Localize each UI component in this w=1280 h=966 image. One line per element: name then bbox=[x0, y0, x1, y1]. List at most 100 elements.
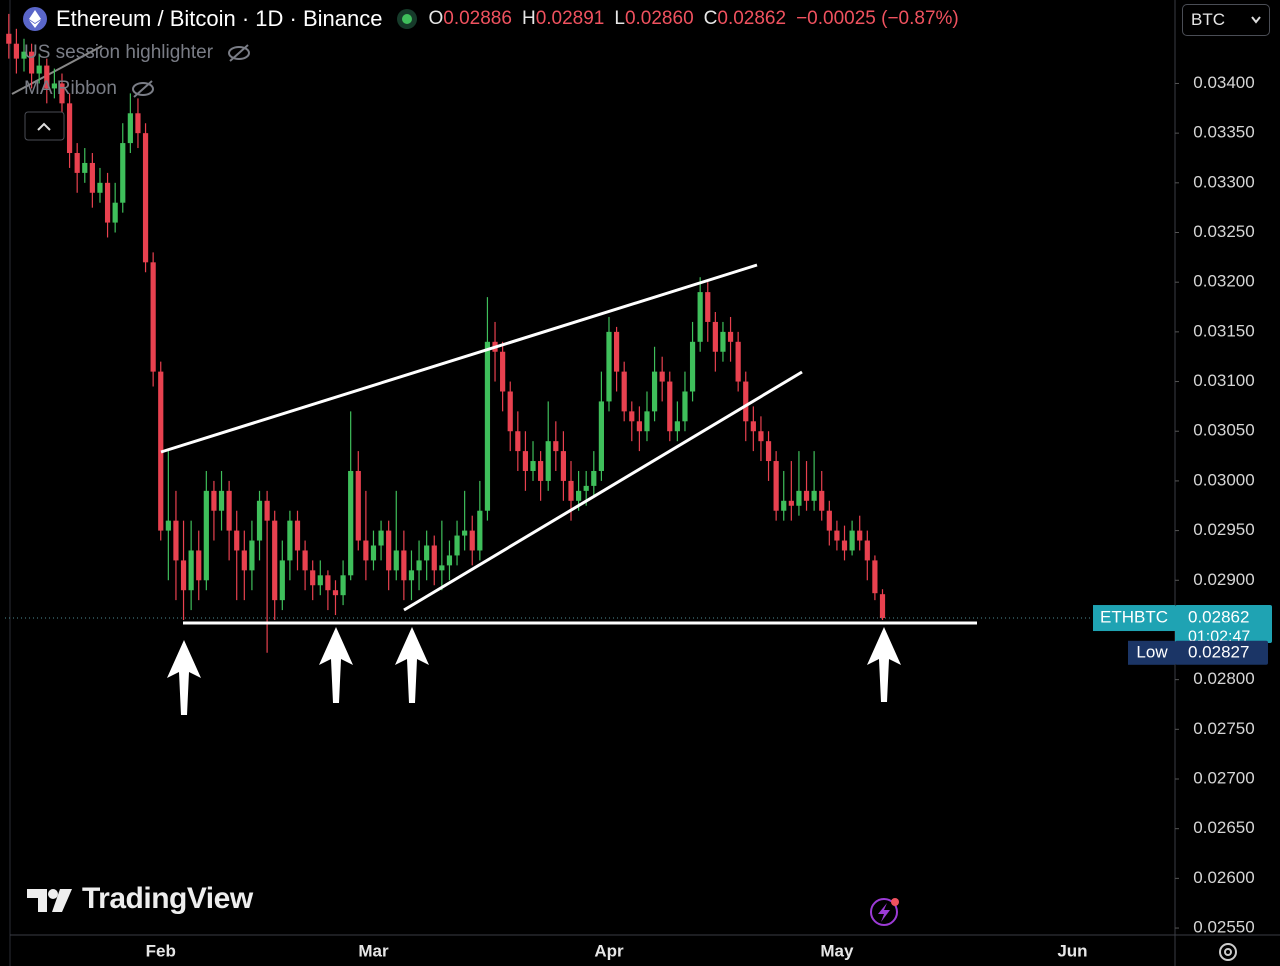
candle-body bbox=[348, 470, 354, 576]
candle-body bbox=[515, 431, 521, 452]
alert-dot bbox=[891, 898, 899, 906]
candle-body bbox=[849, 530, 855, 551]
indicator-name: US session highlighter bbox=[24, 42, 214, 63]
candle-body bbox=[765, 441, 772, 462]
candle-body bbox=[651, 371, 658, 412]
candle-body bbox=[112, 202, 118, 223]
candle-body bbox=[872, 560, 878, 594]
candle-body bbox=[781, 500, 787, 511]
candle-body bbox=[705, 292, 711, 322]
candle-body bbox=[363, 540, 369, 561]
candle-body bbox=[598, 401, 604, 471]
candle-body bbox=[659, 371, 665, 382]
x-tick-label: Feb bbox=[146, 941, 176, 960]
candle-body bbox=[180, 560, 187, 591]
candle-body bbox=[758, 431, 764, 442]
candle-body bbox=[89, 162, 95, 193]
candle-body bbox=[44, 65, 50, 89]
candle-body bbox=[834, 530, 840, 541]
candle-body bbox=[629, 411, 635, 422]
candle-body bbox=[165, 520, 171, 531]
drawing-line bbox=[11, 45, 103, 95]
candle-body bbox=[127, 113, 133, 144]
candle-body bbox=[689, 341, 696, 392]
ohlc-key: O bbox=[428, 8, 444, 29]
y-tick-label: 0.02700 bbox=[1193, 768, 1254, 787]
candle-body bbox=[264, 500, 270, 521]
collapse-chevron bbox=[37, 122, 51, 131]
candle-body bbox=[97, 182, 103, 193]
ohlc-key: C bbox=[703, 8, 718, 29]
candle-body bbox=[21, 51, 27, 59]
settings-icon[interactable] bbox=[1219, 943, 1237, 961]
candle-body bbox=[864, 540, 870, 561]
candle-body bbox=[416, 560, 422, 571]
currency-select[interactable]: BTC bbox=[1182, 4, 1270, 36]
candle-body bbox=[446, 555, 453, 566]
y-tick-label: 0.02650 bbox=[1193, 818, 1254, 837]
y-tick-label: 0.02800 bbox=[1193, 669, 1254, 688]
candle-body bbox=[150, 262, 156, 372]
arrow bbox=[319, 627, 353, 703]
candle-body bbox=[819, 490, 825, 511]
candle-body bbox=[332, 590, 339, 596]
candle-body bbox=[218, 490, 225, 511]
candle-body bbox=[272, 520, 278, 601]
candle-body bbox=[294, 520, 301, 551]
y-tick-label: 0.03150 bbox=[1193, 321, 1254, 340]
candle-body bbox=[538, 461, 544, 481]
price-name-box bbox=[1128, 640, 1175, 665]
candle-body bbox=[469, 530, 475, 551]
candle-body bbox=[211, 490, 217, 511]
candle-body bbox=[803, 490, 810, 501]
logo-part bbox=[27, 889, 47, 912]
price-value: 0.02827 bbox=[1188, 642, 1249, 661]
candle-body bbox=[74, 153, 80, 173]
candle-body bbox=[826, 510, 832, 531]
candle-body bbox=[576, 490, 582, 501]
collapse-button[interactable] bbox=[24, 111, 65, 141]
candle-body bbox=[142, 133, 149, 263]
price-value-box bbox=[1175, 605, 1272, 644]
candle-body bbox=[386, 530, 392, 571]
candle-body bbox=[857, 530, 863, 541]
candle-body bbox=[621, 371, 627, 412]
currency: BTC bbox=[1191, 10, 1225, 29]
candle-body bbox=[750, 421, 756, 432]
indicator[interactable]: US session highlighter bbox=[24, 42, 251, 64]
ohlc-key: L bbox=[614, 8, 625, 29]
alert-ring bbox=[870, 898, 898, 926]
y-tick-label: 0.02600 bbox=[1193, 868, 1254, 887]
candle-body bbox=[13, 43, 19, 59]
candle-body bbox=[879, 594, 886, 619]
candle-body bbox=[249, 540, 255, 571]
candle-body bbox=[712, 321, 718, 352]
arrow bbox=[867, 627, 901, 702]
candle-body bbox=[104, 182, 111, 223]
candle-body bbox=[720, 331, 726, 352]
alert-icon[interactable] bbox=[870, 898, 899, 926]
symbol-icon bbox=[23, 7, 47, 31]
price-name: Low bbox=[1136, 642, 1168, 661]
y-tick-label: 0.02900 bbox=[1193, 570, 1254, 589]
candle-body bbox=[196, 550, 202, 581]
gear bbox=[1219, 943, 1237, 961]
candle-body bbox=[28, 51, 35, 74]
candle-body bbox=[36, 65, 42, 74]
candle-body bbox=[120, 143, 126, 203]
price-name: ETHBTC bbox=[1100, 608, 1168, 627]
candle-body bbox=[401, 550, 407, 581]
candle-body bbox=[302, 550, 308, 571]
candle-body bbox=[667, 381, 673, 432]
drawings bbox=[160, 263, 977, 715]
candle-body bbox=[355, 470, 361, 541]
candle-body bbox=[644, 411, 650, 432]
symbol[interactable]: Ethereum / Bitcoin · 1D · Binance bbox=[56, 6, 383, 31]
indicator[interactable]: MA Ribbon bbox=[24, 78, 155, 100]
candle-body bbox=[325, 575, 331, 591]
candle-body bbox=[173, 520, 179, 561]
arrow bbox=[167, 640, 201, 715]
candle-body bbox=[340, 575, 346, 596]
candle-body bbox=[682, 391, 688, 422]
